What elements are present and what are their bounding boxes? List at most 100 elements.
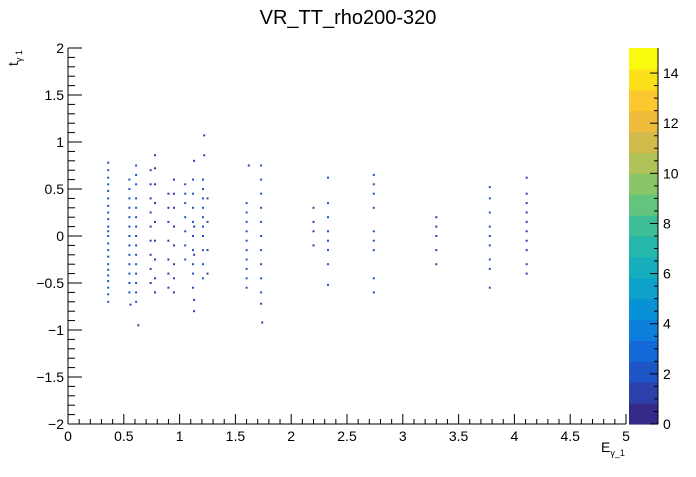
data-cell [137, 324, 140, 327]
data-cell [525, 230, 528, 233]
data-cell [135, 216, 138, 219]
data-cell [192, 263, 194, 266]
data-cell [245, 220, 248, 223]
data-cell [135, 263, 138, 266]
data-cell [192, 272, 194, 275]
data-cell [192, 178, 194, 181]
data-cell [192, 206, 194, 209]
data-cell [488, 244, 491, 247]
x-axis-label-sub: γ_1 [610, 448, 625, 458]
colorbar-segment [629, 48, 658, 70]
data-cell [173, 206, 175, 209]
data-cell [245, 286, 248, 289]
data-cell [154, 258, 156, 261]
colorbar-tick-label: 12 [663, 115, 679, 131]
data-cell [525, 239, 528, 242]
data-cell [184, 202, 187, 205]
data-cell [488, 197, 491, 200]
data-cell [192, 249, 194, 252]
data-cell [107, 242, 110, 245]
data-cell [184, 192, 187, 195]
data-cell [107, 274, 110, 277]
data-cell [260, 178, 263, 181]
data-cell [154, 239, 156, 242]
data-cell [107, 263, 110, 266]
data-cell [128, 291, 131, 294]
data-cell [149, 253, 152, 256]
data-cell [206, 272, 209, 275]
data-cell [184, 216, 187, 219]
data-cell [488, 235, 491, 237]
data-cell [372, 173, 375, 176]
data-cell [260, 220, 263, 223]
data-cell [245, 211, 248, 214]
data-cell [135, 282, 138, 284]
data-cell [203, 154, 206, 157]
data-cell [525, 211, 528, 214]
data-cell [202, 263, 204, 266]
data-cell [488, 258, 491, 261]
data-cell [488, 211, 491, 214]
data-cell [525, 263, 528, 266]
x-tick-label: 1 [176, 428, 184, 444]
data-cell [245, 267, 248, 270]
axes: 0 0.5 1 1.5 2 2.5 3 3.5 4 4.5 5 −2 −1.5 −1 −0.5 0 0.5 1 1.… [36, 40, 630, 444]
colorbar-segment [629, 89, 658, 112]
colorbar-segment [629, 340, 658, 362]
data-cell [135, 183, 138, 186]
x-tick-label: 1.5 [226, 428, 246, 444]
data-cell [193, 298, 196, 301]
y-tick-label: −0.5 [36, 275, 64, 291]
data-cell [129, 303, 132, 306]
chart-title: VR_TT_rho200-320 [260, 7, 437, 29]
data-cell [327, 239, 329, 242]
data-cell [107, 293, 110, 296]
data-cell [184, 244, 187, 247]
colorbar-tick-label: 8 [663, 215, 671, 231]
data-cell [135, 253, 138, 256]
x-tick-label: 4 [511, 428, 519, 444]
data-cell [154, 291, 156, 294]
data-cell [184, 230, 187, 233]
colorbar-segment [629, 298, 658, 321]
data-cell [435, 263, 438, 266]
data-cell [312, 220, 315, 223]
data-cell [107, 189, 110, 192]
data-cell [260, 302, 263, 305]
data-cell [107, 197, 110, 200]
data-cell [184, 183, 187, 186]
x-tick-label: 2 [287, 428, 295, 444]
data-cell [435, 225, 438, 228]
data-cell [525, 202, 528, 205]
data-cell [372, 291, 375, 294]
y-axis-label-sub: γ 1 [14, 50, 24, 62]
data-cell [128, 253, 131, 256]
x-tick-label: 5 [622, 428, 630, 444]
y-axis-label-base: t [5, 62, 21, 66]
data-cell [245, 230, 248, 233]
data-cell [206, 220, 209, 223]
x-axis-label-base: E [601, 439, 610, 455]
data-cell [203, 134, 206, 137]
data-cell [107, 183, 110, 186]
x-axis-title: Eγ_1 [601, 439, 625, 458]
data-cell [167, 239, 170, 242]
colorbar-segment [629, 173, 658, 195]
data-cell [135, 206, 138, 209]
data-cell [327, 202, 329, 205]
data-cell [260, 249, 263, 252]
data-cell [135, 235, 138, 237]
data-cell [107, 218, 110, 221]
y-tick-label: −1.5 [36, 369, 64, 385]
data-cell [128, 282, 131, 284]
y-tick-label: 1.5 [45, 87, 65, 103]
data-cell [154, 154, 156, 157]
data-cell [184, 258, 187, 261]
data-cell [202, 178, 204, 181]
data-cell [173, 263, 175, 266]
colorbar-segment [629, 277, 658, 300]
data-cell [149, 197, 152, 200]
data-cell [149, 169, 152, 172]
data-cell [260, 263, 263, 266]
